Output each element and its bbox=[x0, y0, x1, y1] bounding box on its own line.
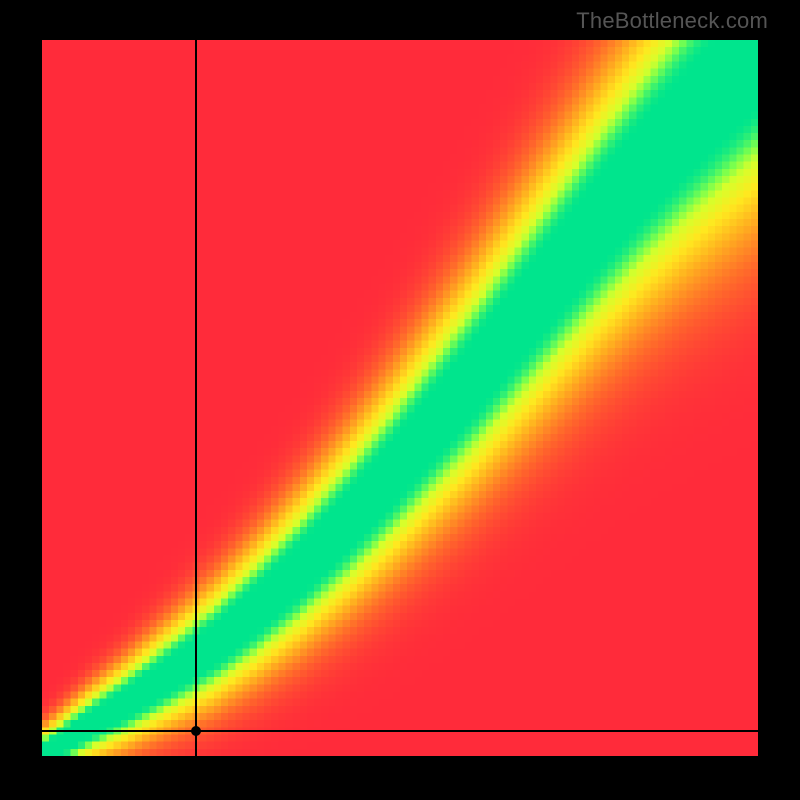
bottleneck-heatmap bbox=[42, 40, 758, 756]
watermark: TheBottleneck.com bbox=[576, 8, 768, 34]
chart-frame: TheBottleneck.com bbox=[0, 0, 800, 800]
